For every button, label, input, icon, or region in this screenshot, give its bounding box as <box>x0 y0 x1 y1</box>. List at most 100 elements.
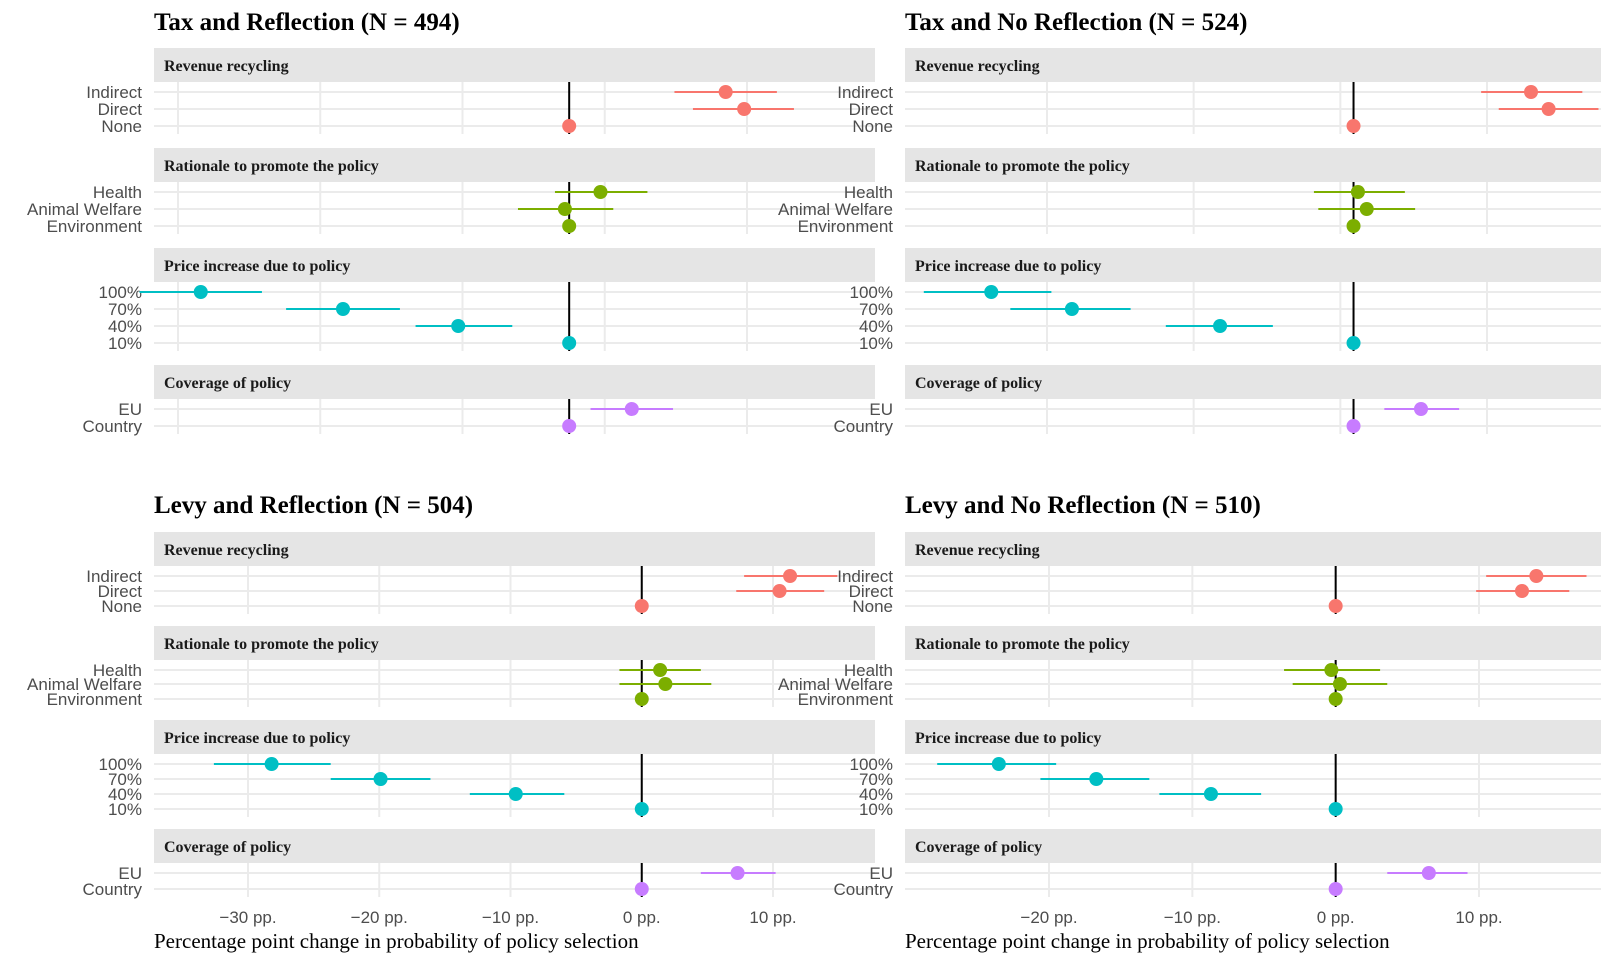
estimate-point-10 <box>1346 336 1361 350</box>
panel-tax-and-no-reflection: Tax and No Reflection (N = 524) Revenue r… <box>778 9 1601 436</box>
level-label-health: Health <box>93 183 142 202</box>
facet-strip <box>154 148 875 182</box>
panel-title: Tax and Reflection (N = 494) <box>154 9 460 36</box>
estimate-point-70 <box>373 772 388 786</box>
facet-strip <box>154 248 875 282</box>
level-label-100: 100% <box>850 755 893 774</box>
facet-strip <box>154 829 875 863</box>
level-label-country: Country <box>82 417 142 436</box>
level-label-eu: EU <box>118 864 142 883</box>
facet-strip <box>154 48 875 82</box>
x-tick-label: −20 pp. <box>1020 908 1077 927</box>
estimate-point-country <box>1346 419 1361 433</box>
estimate-point-100 <box>991 757 1006 771</box>
facet-price-increase-due-to-policy: Price increase due to policy 100%70%40%10… <box>99 720 875 819</box>
estimate-point-none <box>1346 119 1361 133</box>
level-label-indirect: Indirect <box>837 567 893 586</box>
facet-strip-label: Price increase due to policy <box>915 258 1101 275</box>
facet-strip-label: Revenue recycling <box>915 542 1040 559</box>
estimate-point-country <box>634 882 649 896</box>
estimate-point-eu <box>730 866 745 880</box>
level-label-environment: Environment <box>798 690 894 709</box>
estimate-point-animal-welfare <box>557 202 572 216</box>
x-axis-title: Percentage point change in probability o… <box>154 929 639 953</box>
facet-strip <box>905 365 1601 399</box>
level-label-environment: Environment <box>798 217 894 236</box>
level-label-none: None <box>101 117 142 136</box>
estimate-point-40 <box>1203 787 1218 801</box>
estimate-point-eu <box>1421 866 1436 880</box>
facet-strip <box>905 626 1601 660</box>
estimate-point-country <box>562 419 577 433</box>
level-label-health: Health <box>844 183 893 202</box>
level-label-country: Country <box>82 880 142 899</box>
level-label-10: 10% <box>859 334 893 353</box>
estimate-point-country <box>1328 882 1343 896</box>
level-label-animal-welfare: Animal Welfare <box>778 675 893 694</box>
x-tick-label: −10 pp. <box>482 908 539 927</box>
x-tick-label: 10 pp. <box>1455 908 1502 927</box>
level-label-environment: Environment <box>47 690 143 709</box>
facet-rationale-to-promote-the-policy: Rationale to promote the policy HealthAni… <box>778 626 1601 709</box>
estimate-point-none <box>1328 599 1343 613</box>
estimate-point-health <box>653 663 668 677</box>
facet-strip-label: Rationale to promote the policy <box>164 636 379 653</box>
level-label-environment: Environment <box>47 217 143 236</box>
estimate-point-health <box>1324 663 1339 677</box>
estimate-point-70 <box>1089 772 1104 786</box>
level-label-none: None <box>852 117 893 136</box>
facet-strip <box>154 365 875 399</box>
estimate-point-100 <box>264 757 279 771</box>
level-label-animal-welfare: Animal Welfare <box>27 675 142 694</box>
estimate-point-direct <box>1515 584 1529 598</box>
level-label-40: 40% <box>859 317 893 336</box>
level-label-10: 10% <box>108 334 142 353</box>
level-label-indirect: Indirect <box>86 567 142 586</box>
x-axis-title: Percentage point change in probability o… <box>905 929 1390 953</box>
facet-strip <box>905 720 1601 754</box>
facet-strip-label: Revenue recycling <box>164 58 289 75</box>
estimate-point-indirect <box>783 569 798 583</box>
facet-strip-label: Price increase due to policy <box>915 730 1101 747</box>
estimate-point-indirect <box>1524 85 1538 99</box>
estimate-point-none <box>562 119 577 133</box>
x-tick-label: 10 pp. <box>749 908 796 927</box>
level-label-indirect: Indirect <box>837 83 893 102</box>
estimate-point-animal-welfare <box>1332 677 1347 691</box>
level-label-direct: Direct <box>849 582 894 601</box>
estimate-point-eu <box>1414 402 1428 416</box>
facet-strip <box>154 720 875 754</box>
level-label-eu: EU <box>869 400 893 419</box>
facet-rationale-to-promote-the-policy: Rationale to promote the policy HealthAni… <box>27 626 875 709</box>
level-label-direct: Direct <box>98 582 143 601</box>
level-label-direct: Direct <box>849 100 894 119</box>
facet-strip-label: Rationale to promote the policy <box>164 158 379 175</box>
x-tick-label: 0 pp. <box>623 908 661 927</box>
level-label-70: 70% <box>108 770 142 789</box>
estimate-point-40 <box>451 319 466 333</box>
facet-rationale-to-promote-the-policy: Rationale to promote the policy HealthAni… <box>27 148 875 236</box>
facet-strip <box>905 248 1601 282</box>
facet-strip-label: Price increase due to policy <box>164 730 350 747</box>
estimate-point-10 <box>562 336 577 350</box>
estimate-point-10 <box>1328 802 1343 816</box>
level-label-health: Health <box>93 661 142 680</box>
level-label-eu: EU <box>869 864 893 883</box>
estimate-point-direct <box>737 102 752 116</box>
facet-strip <box>905 148 1601 182</box>
x-tick-label: −30 pp. <box>219 908 276 927</box>
facet-rationale-to-promote-the-policy: Rationale to promote the policy HealthAni… <box>778 148 1601 236</box>
level-label-100: 100% <box>850 283 893 302</box>
x-tick-label: 0 pp. <box>1317 908 1355 927</box>
facet-price-increase-due-to-policy: Price increase due to policy 100%70%40%10… <box>850 248 1601 353</box>
facet-strip-label: Coverage of policy <box>164 839 291 856</box>
estimate-point-indirect <box>718 85 733 99</box>
level-label-100: 100% <box>99 283 142 302</box>
facet-strip-label: Rationale to promote the policy <box>915 158 1130 175</box>
level-label-animal-welfare: Animal Welfare <box>778 200 893 219</box>
level-label-indirect: Indirect <box>86 83 142 102</box>
